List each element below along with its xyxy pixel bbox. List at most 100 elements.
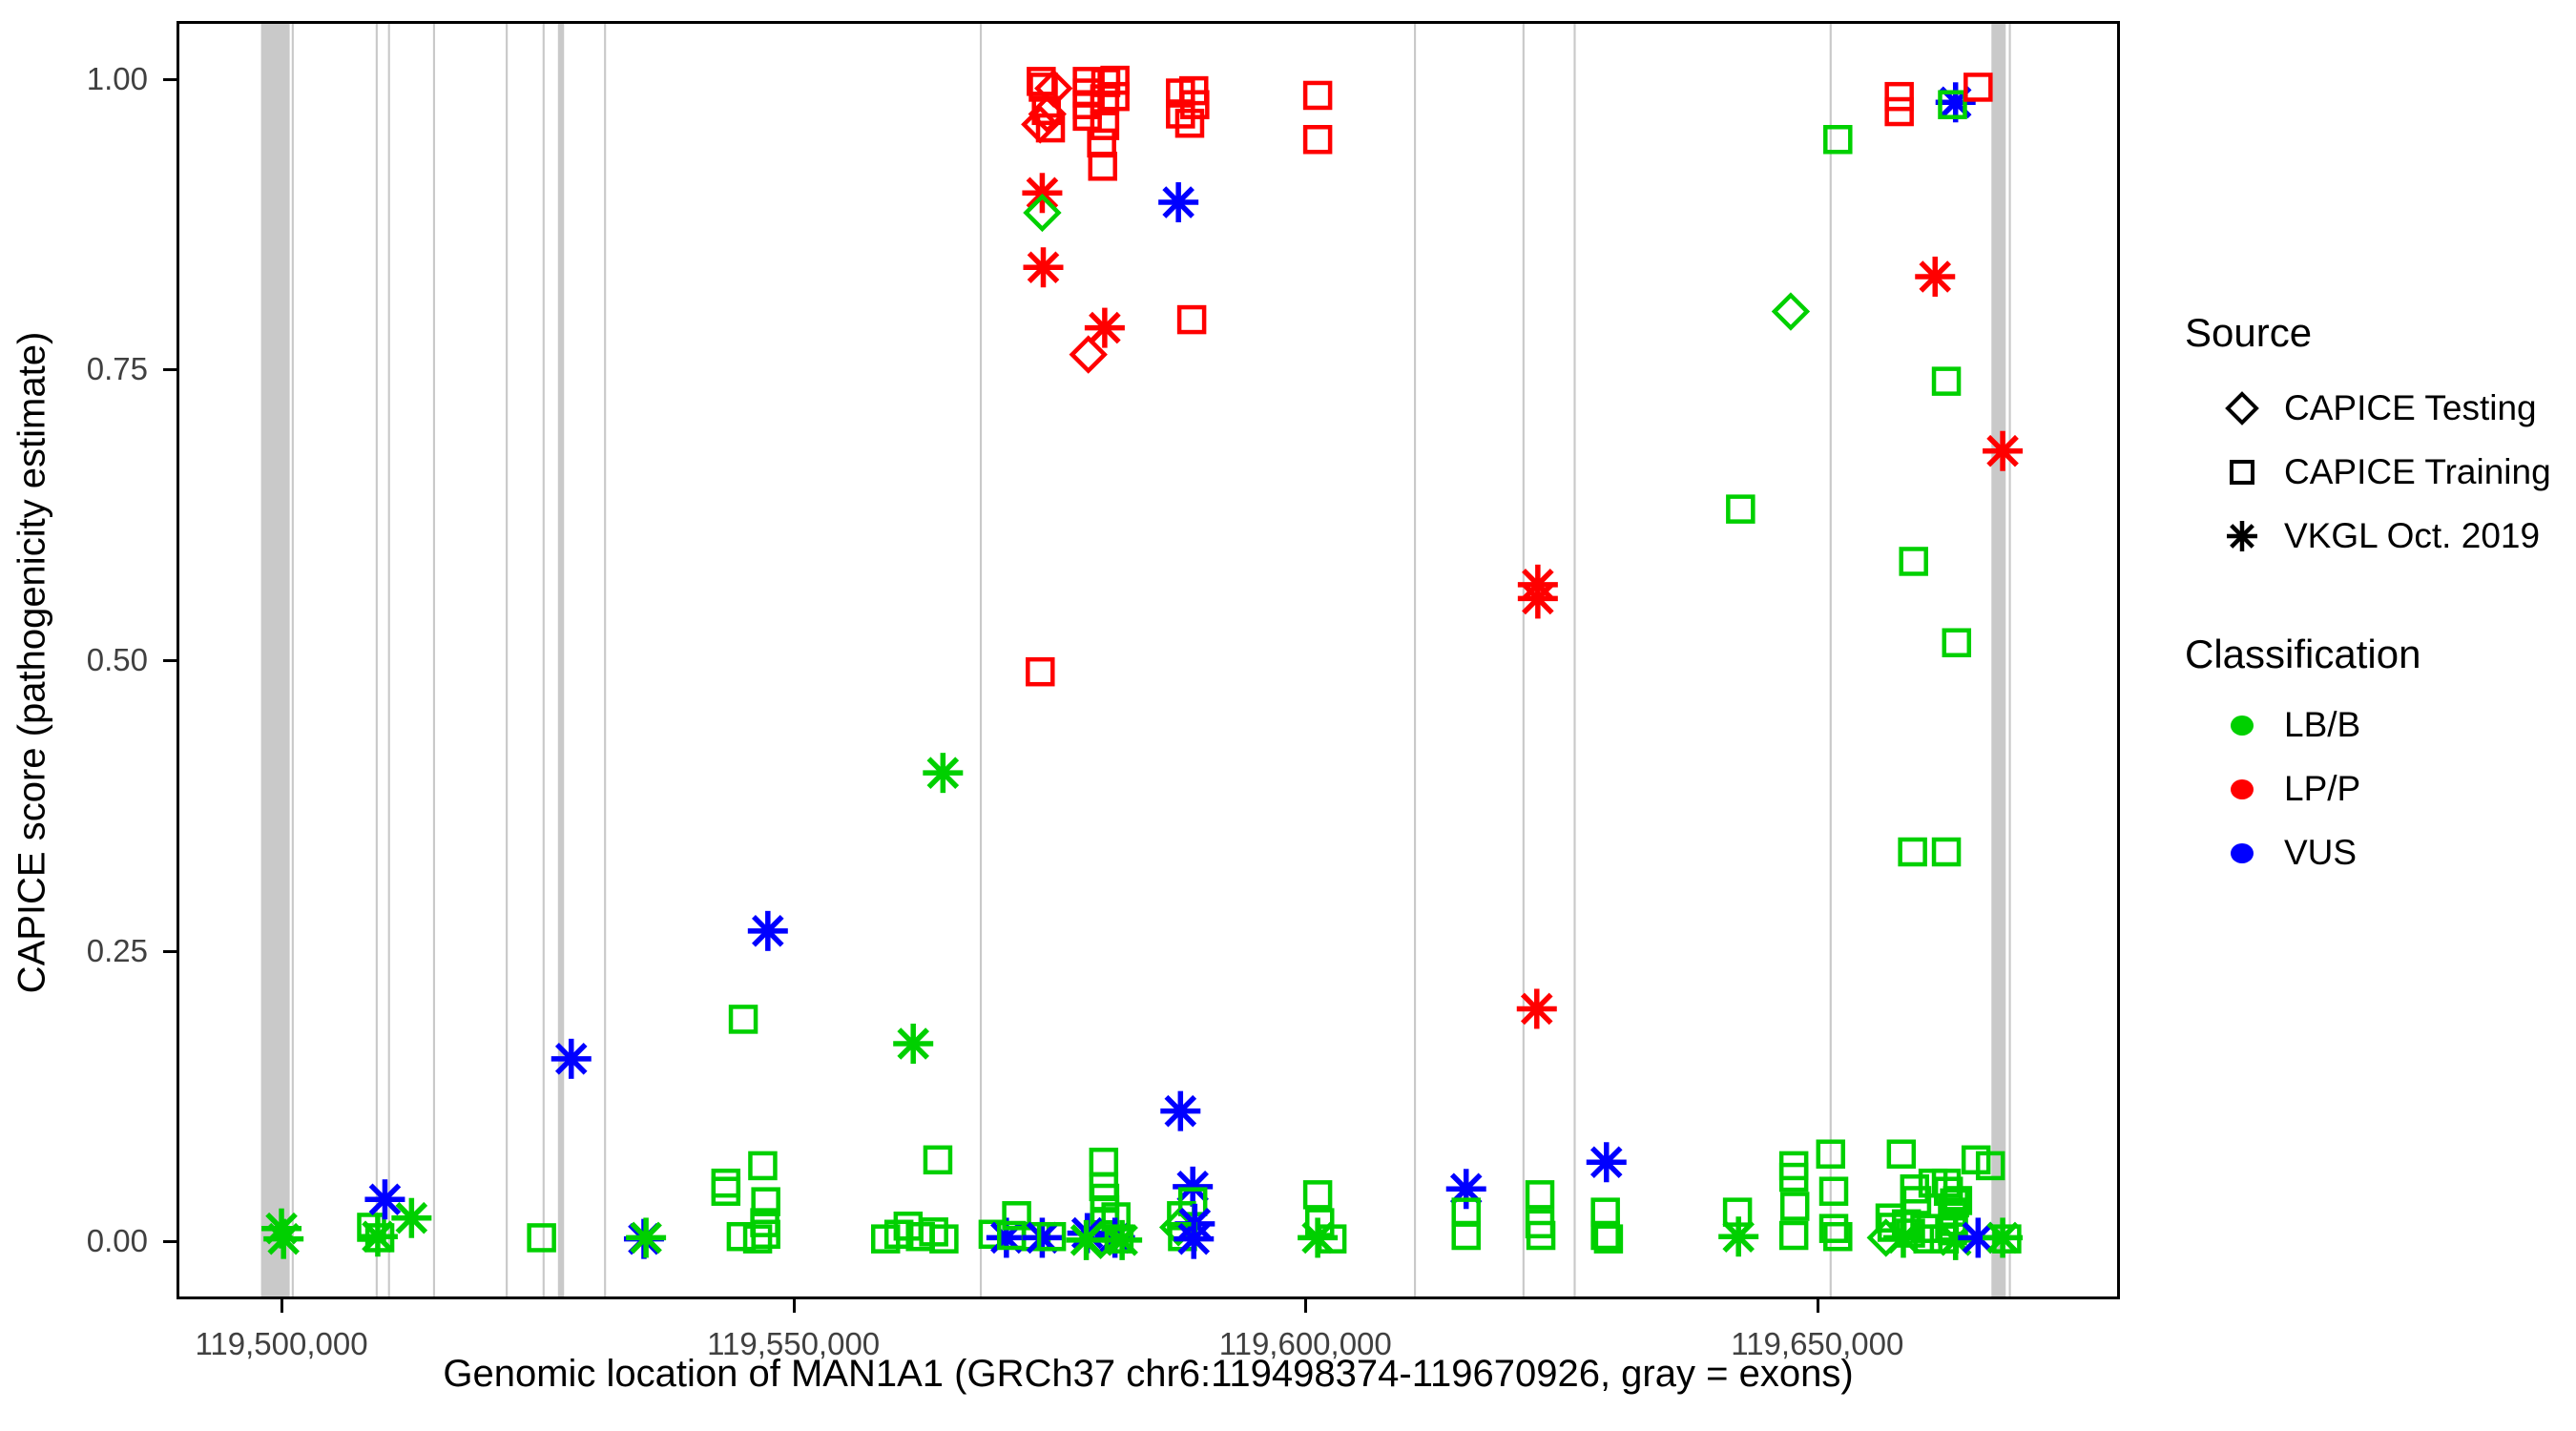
legend-item-vus: VUS bbox=[2213, 824, 2357, 881]
data-point bbox=[1035, 113, 1066, 143]
data-point bbox=[1525, 1180, 1555, 1210]
data-point bbox=[1036, 1221, 1067, 1252]
data-point bbox=[1088, 152, 1117, 181]
exon-band bbox=[387, 21, 390, 1299]
data-point bbox=[1882, 1217, 1923, 1258]
data-point bbox=[1100, 65, 1130, 95]
y-axis-title: CAPICE score (pathogenicity estimate) bbox=[10, 331, 53, 994]
green-dot-icon bbox=[2213, 715, 2271, 736]
x-tick-mark bbox=[280, 1299, 284, 1313]
y-tick-label: 0.00 bbox=[86, 1223, 148, 1259]
data-point bbox=[1593, 1224, 1624, 1254]
data-point bbox=[527, 1223, 556, 1253]
data-point bbox=[1942, 628, 1972, 657]
data-point bbox=[1898, 837, 1927, 867]
x-tick-label: 119,600,000 bbox=[1218, 1326, 1392, 1361]
data-point bbox=[1166, 99, 1195, 129]
legend-item-label: LP/P bbox=[2284, 769, 2361, 808]
legend-item-label: CAPICE Testing bbox=[2284, 388, 2537, 427]
data-point bbox=[751, 1219, 780, 1250]
data-point bbox=[1818, 1213, 1849, 1243]
data-point bbox=[1942, 1186, 1973, 1215]
legend-classification-title: Classification bbox=[2185, 632, 2421, 676]
data-point bbox=[1100, 81, 1130, 112]
exon-band bbox=[375, 21, 378, 1299]
data-point bbox=[1590, 1197, 1620, 1227]
exon-band bbox=[542, 21, 545, 1299]
data-point bbox=[1958, 1217, 1999, 1258]
x-tick-mark bbox=[1816, 1299, 1819, 1313]
data-point bbox=[1823, 1221, 1853, 1252]
y-tick-label: 0.25 bbox=[86, 932, 148, 968]
data-point bbox=[1026, 656, 1055, 687]
data-point bbox=[1726, 494, 1755, 524]
plot-panel bbox=[177, 21, 2120, 1299]
exon-band bbox=[291, 21, 294, 1299]
data-point bbox=[1718, 1216, 1759, 1257]
legend-item-lbb: LB/B bbox=[2213, 696, 2360, 754]
legend-source-title: Source bbox=[2185, 310, 2313, 355]
data-point bbox=[1771, 292, 1811, 331]
data-point bbox=[1090, 111, 1120, 140]
x-tick-mark bbox=[792, 1299, 796, 1313]
y-tick-mark bbox=[163, 949, 177, 953]
diamond-icon bbox=[2213, 386, 2271, 430]
exon-band bbox=[604, 21, 607, 1299]
x-tick-label: 119,650,000 bbox=[1731, 1326, 1904, 1361]
data-point bbox=[1302, 1180, 1333, 1210]
data-point bbox=[1983, 430, 2024, 471]
data-point bbox=[1899, 547, 1928, 576]
x-tick-label: 119,550,000 bbox=[707, 1326, 881, 1361]
data-point bbox=[626, 1217, 667, 1258]
data-point bbox=[1160, 1090, 1201, 1131]
data-point bbox=[1023, 193, 1062, 233]
data-point bbox=[1081, 1220, 1120, 1260]
data-point bbox=[1590, 1220, 1620, 1251]
red-dot-icon bbox=[2213, 778, 2271, 799]
exon-band bbox=[1522, 21, 1525, 1299]
legend-item-vkgl: VKGL Oct. 2019 bbox=[2213, 508, 2540, 565]
data-point bbox=[1915, 257, 1956, 297]
data-point bbox=[1451, 1220, 1481, 1251]
legend: Source CAPICE Testing CAPICE Training VK… bbox=[2185, 0, 2576, 1431]
x-axis-title: Genomic location of MAN1A1 (GRCh37 chr6:… bbox=[443, 1353, 1854, 1395]
data-point bbox=[1101, 1202, 1131, 1232]
data-point bbox=[923, 753, 964, 794]
legend-item-capice-training: CAPICE Training bbox=[2213, 444, 2551, 501]
data-point bbox=[748, 1151, 778, 1181]
data-point bbox=[1173, 1166, 1214, 1207]
data-point bbox=[1102, 1219, 1143, 1260]
data-point bbox=[1176, 304, 1207, 335]
data-point bbox=[1302, 125, 1333, 155]
data-point bbox=[357, 1216, 398, 1257]
y-tick-label: 0.75 bbox=[86, 351, 148, 387]
data-point bbox=[1778, 1162, 1809, 1192]
data-point bbox=[1174, 1218, 1215, 1259]
data-point bbox=[1002, 1201, 1031, 1231]
y-tick-mark bbox=[163, 77, 177, 81]
data-point bbox=[883, 1219, 914, 1250]
y-tick-label: 0.50 bbox=[86, 642, 148, 677]
data-point bbox=[364, 1179, 405, 1220]
x-tick-label: 119,500,000 bbox=[195, 1326, 368, 1361]
y-tick-mark bbox=[163, 1240, 177, 1244]
data-point bbox=[1884, 96, 1914, 127]
data-point bbox=[1938, 90, 1967, 119]
exon-band bbox=[432, 21, 436, 1299]
data-point bbox=[1517, 578, 1558, 619]
exon-band bbox=[260, 21, 290, 1299]
data-point bbox=[1933, 1176, 1963, 1206]
x-tick-mark bbox=[1304, 1299, 1308, 1313]
legend-item-label: VKGL Oct. 2019 bbox=[2284, 516, 2541, 555]
data-point bbox=[711, 1176, 741, 1206]
legend-item-capice-testing: CAPICE Testing bbox=[2213, 380, 2537, 437]
exon-band bbox=[2008, 21, 2011, 1299]
exon-band bbox=[979, 21, 983, 1299]
data-point bbox=[1778, 1220, 1809, 1251]
square-icon bbox=[2213, 450, 2271, 494]
exon-band bbox=[1991, 21, 2006, 1299]
legend-item-label: CAPICE Training bbox=[2284, 452, 2551, 491]
data-point bbox=[1158, 182, 1199, 223]
exon-band bbox=[506, 21, 509, 1299]
